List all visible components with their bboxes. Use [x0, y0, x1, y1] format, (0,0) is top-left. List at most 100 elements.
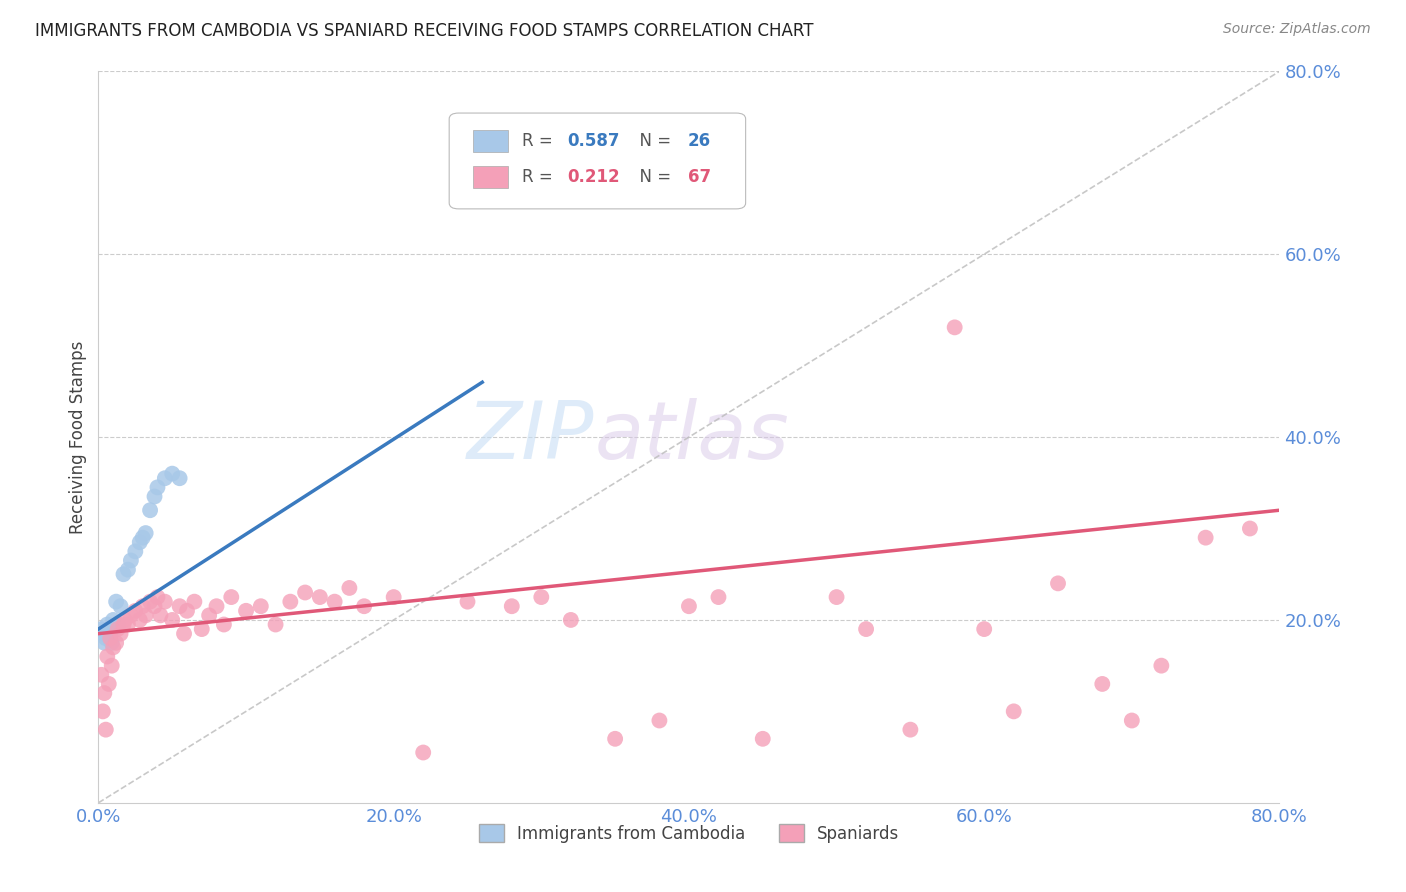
Point [1195, 531, 1218, 545]
Text: 0.212: 0.212 [567, 169, 620, 186]
Point [560, 613, 582, 627]
Point [146, 590, 169, 604]
Point [943, 320, 966, 334]
Point [98, 632, 121, 646]
Point [143, 599, 166, 614]
Point [162, 467, 183, 481]
Point [143, 490, 166, 504]
Point [173, 626, 195, 640]
Point [900, 723, 922, 737]
Point [100, 658, 122, 673]
Point [250, 599, 273, 614]
Point [198, 608, 221, 623]
Point [96, 649, 118, 664]
Text: ZIP: ZIP [467, 398, 595, 476]
Point [93, 636, 115, 650]
Point [973, 622, 995, 636]
FancyBboxPatch shape [472, 167, 508, 188]
Point [103, 613, 125, 627]
Point [412, 746, 434, 760]
Point [117, 563, 139, 577]
Point [212, 617, 235, 632]
Point [707, 590, 730, 604]
Point [112, 567, 135, 582]
Point [1091, 677, 1114, 691]
Text: R =: R = [523, 132, 558, 150]
Point [353, 599, 375, 614]
Text: R =: R = [523, 169, 558, 186]
FancyBboxPatch shape [449, 113, 745, 209]
Point [96, 617, 118, 632]
Point [205, 599, 228, 614]
Point [124, 604, 146, 618]
Legend: Immigrants from Cambodia, Spaniards: Immigrants from Cambodia, Spaniards [472, 818, 905, 849]
Point [91, 626, 114, 640]
Y-axis label: Receiving Food Stamps: Receiving Food Stamps [69, 341, 87, 533]
Point [90, 667, 112, 681]
Point [855, 622, 877, 636]
Point [124, 544, 146, 558]
Text: 67: 67 [688, 169, 711, 186]
Point [235, 604, 257, 618]
Point [153, 471, 176, 485]
Point [120, 553, 142, 567]
Point [825, 590, 848, 604]
Point [323, 594, 346, 608]
Point [1150, 658, 1173, 673]
Point [135, 608, 157, 623]
Point [112, 617, 135, 632]
Point [309, 590, 332, 604]
Point [91, 705, 114, 719]
Point [139, 503, 162, 517]
Point [221, 590, 243, 604]
Point [605, 731, 627, 746]
Point [132, 531, 155, 545]
Text: N =: N = [628, 132, 676, 150]
Point [110, 626, 132, 640]
Point [107, 617, 129, 632]
Point [280, 594, 302, 608]
Point [94, 632, 117, 646]
Point [530, 590, 553, 604]
Point [294, 585, 316, 599]
Point [191, 622, 214, 636]
Point [183, 594, 205, 608]
Point [100, 636, 122, 650]
Point [678, 599, 700, 614]
Point [135, 526, 157, 541]
Text: atlas: atlas [595, 398, 789, 476]
Point [176, 604, 198, 618]
Point [457, 594, 479, 608]
Point [98, 626, 121, 640]
Text: 0.587: 0.587 [567, 132, 620, 150]
Point [90, 622, 112, 636]
Point [105, 636, 128, 650]
Point [1046, 576, 1070, 591]
Point [117, 617, 139, 632]
Point [149, 608, 172, 623]
Point [114, 613, 136, 627]
Point [97, 622, 120, 636]
Point [501, 599, 523, 614]
Point [139, 594, 162, 608]
Point [1239, 521, 1261, 535]
Text: N =: N = [628, 169, 676, 186]
Point [97, 677, 120, 691]
Point [339, 581, 361, 595]
Point [169, 599, 191, 614]
Text: Source: ZipAtlas.com: Source: ZipAtlas.com [1223, 22, 1371, 37]
Point [93, 686, 115, 700]
Point [153, 594, 176, 608]
Point [169, 471, 191, 485]
Point [382, 590, 405, 604]
Point [107, 622, 129, 636]
FancyBboxPatch shape [472, 130, 508, 152]
Point [132, 599, 155, 614]
Point [264, 617, 287, 632]
Point [752, 731, 775, 746]
Point [94, 723, 117, 737]
Point [146, 480, 169, 494]
Point [530, 156, 553, 170]
Point [103, 640, 125, 655]
Point [128, 613, 150, 627]
